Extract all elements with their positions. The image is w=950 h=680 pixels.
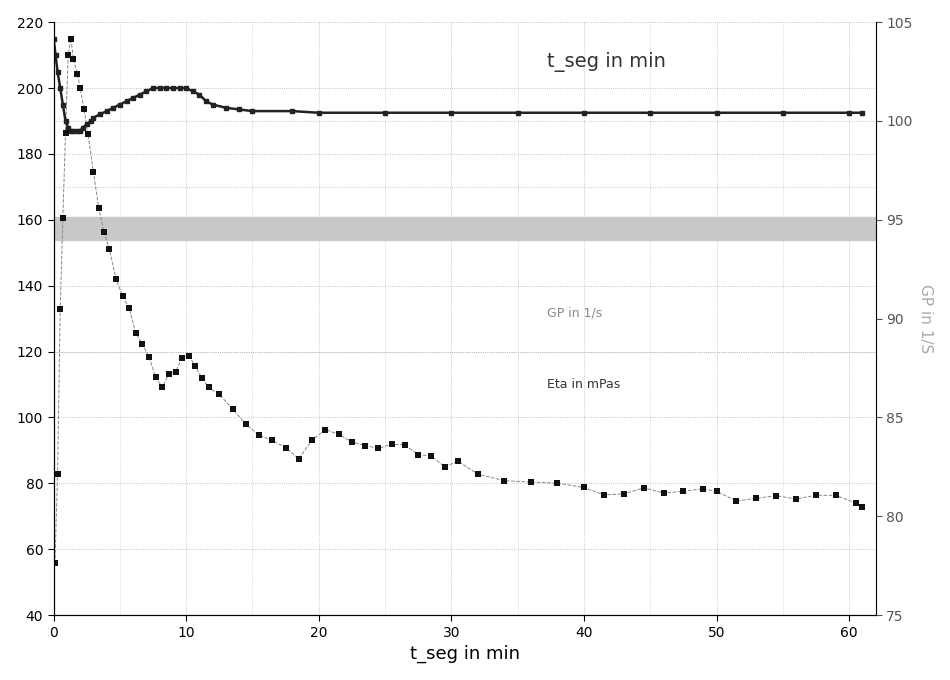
Point	[175, 352, 190, 363]
Point	[58, 127, 73, 138]
Point	[238, 419, 254, 430]
Point	[470, 469, 485, 479]
Point	[848, 498, 864, 509]
Y-axis label: GP in 1/S: GP in 1/S	[919, 284, 933, 353]
Point	[162, 369, 177, 379]
Point	[168, 367, 183, 377]
Point	[497, 475, 512, 486]
Text: Eta in mPas: Eta in mPas	[547, 378, 620, 391]
Point	[181, 350, 197, 361]
Point	[397, 439, 412, 450]
Point	[55, 212, 70, 223]
Point	[292, 454, 307, 464]
Text: GP in 1/s: GP in 1/s	[547, 307, 602, 320]
Point	[91, 202, 106, 213]
Point	[675, 486, 691, 496]
Point	[102, 243, 117, 254]
Point	[48, 558, 63, 568]
Point	[81, 129, 96, 140]
Point	[70, 69, 86, 80]
Point	[828, 490, 844, 501]
Point	[656, 488, 671, 498]
Point	[357, 440, 372, 451]
Point	[155, 382, 170, 393]
Point	[188, 361, 203, 372]
Point	[617, 488, 632, 499]
Point	[318, 424, 333, 435]
Point	[96, 226, 111, 237]
Point	[729, 496, 744, 507]
Point	[709, 486, 724, 497]
Point	[77, 104, 92, 115]
Point	[278, 442, 294, 453]
Point	[195, 373, 210, 384]
Point	[122, 303, 137, 313]
Point	[135, 339, 150, 350]
X-axis label: t_seg in min: t_seg in min	[409, 645, 520, 663]
Point	[577, 482, 592, 493]
Point	[265, 435, 280, 446]
Point	[332, 429, 347, 440]
Point	[225, 403, 240, 414]
Point	[384, 439, 399, 449]
Point	[523, 477, 539, 488]
Point	[61, 49, 76, 60]
Point	[424, 451, 439, 462]
Point	[50, 469, 66, 479]
Point	[115, 290, 130, 301]
Point	[550, 477, 565, 488]
Point	[695, 483, 711, 494]
Point	[252, 430, 267, 441]
Point	[749, 493, 764, 504]
Point	[212, 389, 227, 400]
Point	[142, 352, 157, 362]
Point	[148, 372, 163, 383]
Point	[636, 482, 652, 493]
Point	[437, 461, 452, 472]
Point	[128, 328, 143, 339]
Point	[305, 435, 320, 445]
Point	[72, 82, 87, 93]
Point	[108, 273, 124, 284]
Point	[201, 382, 217, 393]
Point	[86, 166, 101, 177]
Point	[52, 304, 67, 315]
Point	[370, 443, 386, 454]
Point	[788, 494, 804, 505]
Point	[410, 449, 426, 460]
Point	[597, 490, 612, 500]
Point	[855, 501, 870, 512]
Point	[808, 490, 824, 500]
Point	[769, 490, 784, 501]
Text: t_seg in min: t_seg in min	[547, 52, 666, 72]
Point	[66, 54, 81, 65]
Point	[344, 437, 359, 447]
Point	[64, 33, 79, 44]
Point	[450, 456, 465, 466]
Bar	[53, 216, 876, 239]
